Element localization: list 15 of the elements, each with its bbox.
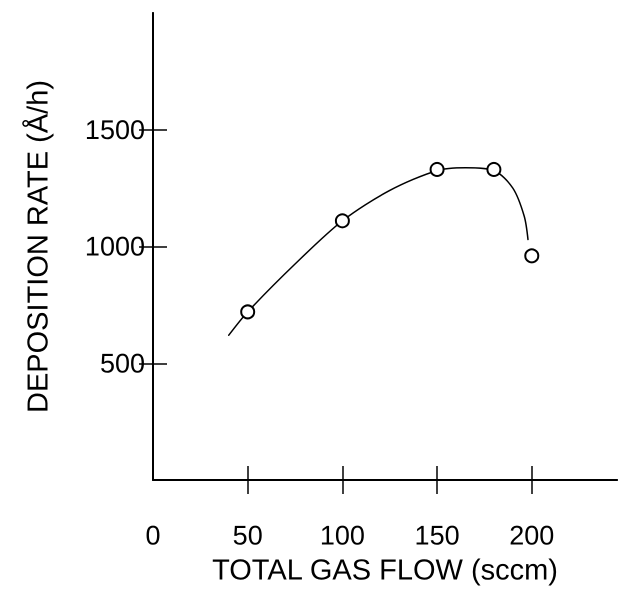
x-axis-title: TOTAL GAS FLOW (sccm) xyxy=(212,554,558,586)
x-tick-label: 0 xyxy=(145,520,161,550)
point xyxy=(430,162,445,177)
x-tick-label: 200 xyxy=(509,520,554,550)
y-tick-label: 1000 xyxy=(84,232,145,262)
x-tick-label: 150 xyxy=(414,520,460,550)
x-tick-label: 100 xyxy=(320,520,365,550)
point xyxy=(486,162,502,177)
point xyxy=(524,248,540,264)
y-tick-label: 500 xyxy=(100,348,145,378)
point xyxy=(240,304,256,320)
x-tick-label: 50 xyxy=(232,520,263,550)
point xyxy=(334,213,350,228)
y-axis-title: DEPOSITION RATE (Å/h) xyxy=(22,80,54,414)
y-tick-label: 1500 xyxy=(84,114,145,145)
